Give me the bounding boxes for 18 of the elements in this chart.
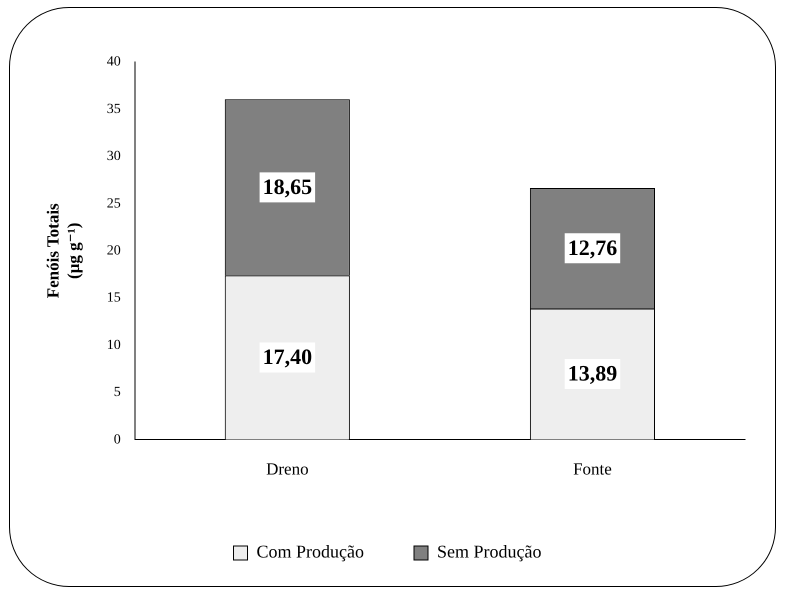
y-tick-label: 30	[106, 149, 121, 164]
y-tick-label: 40	[106, 54, 121, 70]
y-axis-title: Fenóis Totais (µg g⁻¹)	[44, 202, 83, 298]
data-label: 12,76	[568, 234, 618, 260]
y-tick-label: 35	[106, 102, 121, 117]
data-label: 13,89	[568, 360, 618, 386]
data-label: 18,65	[262, 174, 312, 200]
y-tick-label: 0	[114, 432, 121, 448]
y-tick-label: 10	[106, 338, 121, 353]
legend-label: Sem Produção	[437, 542, 542, 562]
y-tick-label: 5	[114, 385, 121, 400]
legend-label: Com Produção	[256, 542, 364, 562]
data-label: 17,40	[262, 344, 312, 370]
y-tick-label: 15	[106, 290, 121, 306]
x-tick-label: Fonte	[573, 459, 612, 478]
x-tick-label: Dreno	[266, 459, 309, 478]
y-tick-label: 25	[106, 196, 121, 212]
y-tick-label: 20	[106, 243, 121, 258]
